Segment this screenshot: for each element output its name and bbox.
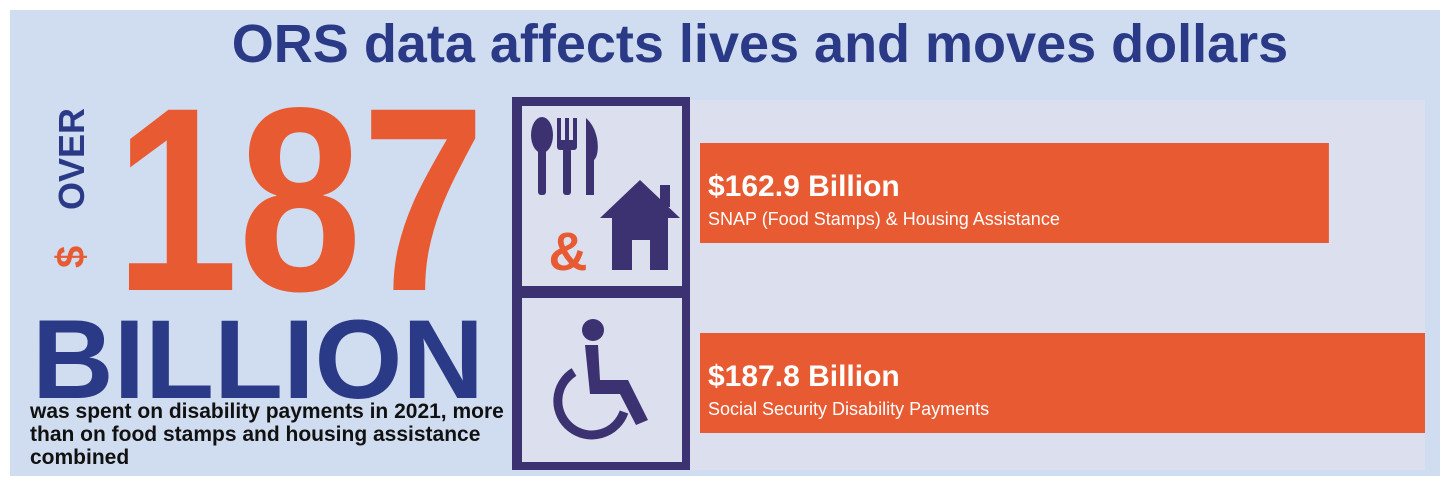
- wheelchair-icon: [553, 319, 648, 440]
- value-label: $187.8 Billion: [708, 360, 900, 393]
- category-label: Social Security Disability Payments: [708, 399, 989, 419]
- ampersand: &: [549, 222, 588, 282]
- house-chimney: [660, 185, 670, 207]
- headline-number: 187: [115, 53, 485, 346]
- over-label: OVER: [51, 108, 92, 210]
- chart-title: ORS data affects lives and moves dollars: [232, 14, 1288, 74]
- food-icon: [531, 117, 598, 195]
- value-label: $162.9 Billion: [708, 170, 900, 203]
- category-label: SNAP (Food Stamps) & Housing Assistance: [708, 209, 1060, 229]
- summary-note: was spent on disability payments in 2021…: [30, 400, 504, 469]
- bar: [700, 333, 1425, 433]
- dollar-sign: $: [49, 246, 93, 268]
- bar: [700, 143, 1329, 243]
- headline-unit: BILLION: [32, 297, 484, 422]
